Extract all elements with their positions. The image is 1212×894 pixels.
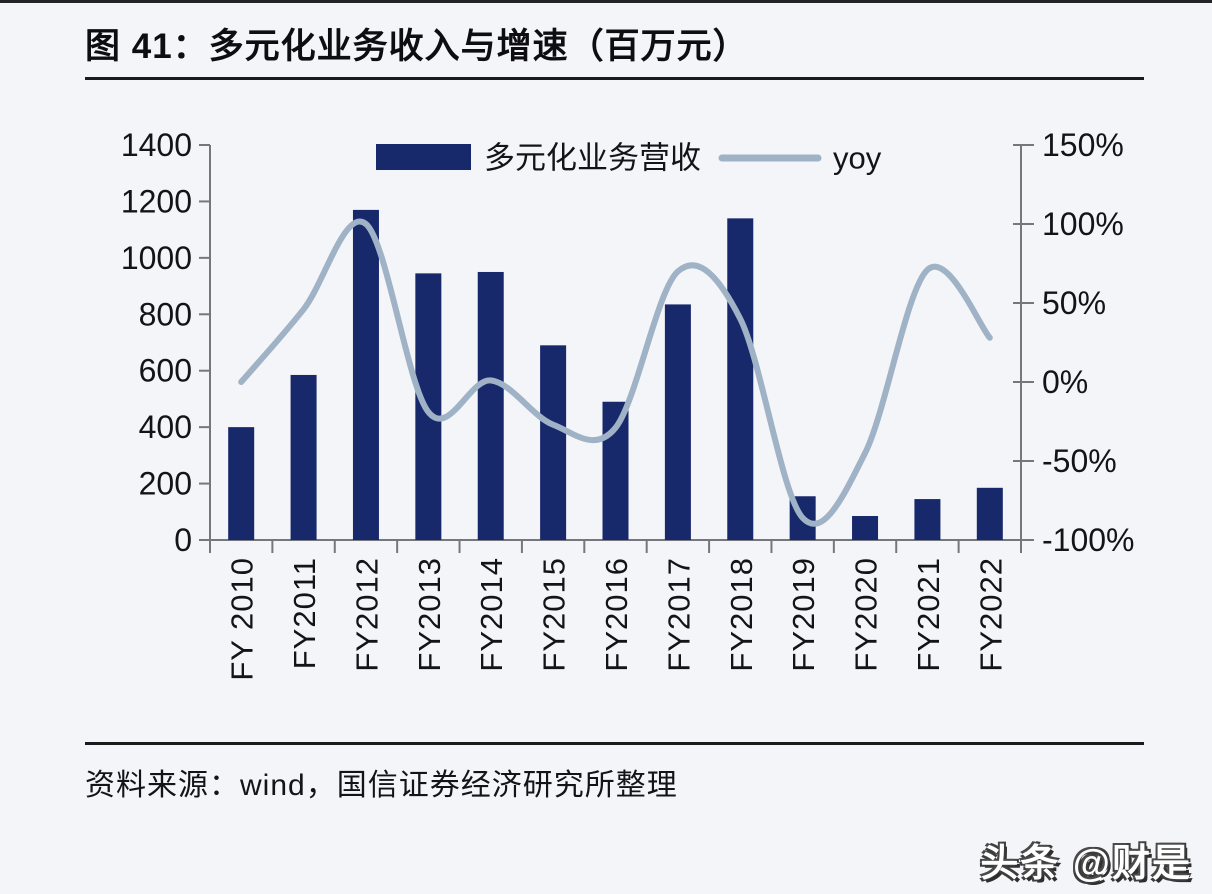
bar-FY2015 — [540, 345, 567, 540]
bar-FY2018 — [727, 218, 754, 540]
right-axis: -100% -50% 0% 50% 100% 150% — [1013, 127, 1135, 558]
x-axis-label: FY2018 — [724, 557, 759, 672]
footer-rule — [85, 742, 1144, 745]
x-axis-label: FY2015 — [537, 557, 572, 672]
watermark: 头条 @财是 — [980, 843, 1192, 885]
x-axis-label: FY2017 — [661, 557, 696, 672]
right-axis-tick-label: -50% — [1042, 443, 1117, 479]
bar-FY2012 — [352, 209, 379, 540]
bar-FY2020 — [852, 516, 879, 540]
x-axis-label: FY2013 — [412, 557, 447, 672]
left-axis-tick-label: 1200 — [121, 183, 192, 219]
left-axis-tick-label: 1400 — [121, 127, 192, 163]
x-axis-label: FY 2010 — [225, 557, 260, 681]
bar-FY2021 — [914, 499, 941, 540]
figure-title: 图 41：多元化业务收入与增速（百万元） — [85, 27, 749, 66]
x-axis-label: FY2021 — [911, 557, 946, 672]
legend: 多元化业务营收 yoy — [376, 141, 882, 176]
x-axis-label: FY2022 — [973, 557, 1008, 672]
x-axis-label: FY2011 — [287, 557, 322, 669]
source-note: 资料来源：wind，国信证券经济研究所整理 — [85, 769, 678, 802]
right-axis-tick-label: 50% — [1042, 285, 1106, 321]
bar-FY2016 — [602, 401, 629, 540]
x-axis-label: FY2019 — [786, 557, 821, 672]
left-axis-tick-label: 0 — [174, 522, 192, 558]
bar-FY2022 — [976, 487, 1003, 540]
left-axis-tick-label: 200 — [139, 466, 192, 502]
left-axis-tick-label: 600 — [139, 353, 192, 389]
legend-bar-swatch — [376, 144, 471, 170]
x-axis-label: FY2020 — [849, 557, 884, 672]
bars-group — [228, 209, 1003, 540]
legend-bar-label: 多元化业务营收 — [484, 141, 701, 176]
title-rule — [85, 77, 1144, 80]
x-axis-label: FY2016 — [599, 557, 634, 672]
x-axis-label: FY2014 — [474, 557, 509, 672]
bar-FY2011 — [290, 374, 317, 540]
legend-line-label: yoy — [833, 141, 882, 176]
left-axis: 0 200 400 600 800 1000 1200 1400 — [121, 127, 210, 558]
right-axis-tick-label: -100% — [1042, 522, 1135, 558]
x-axis: FY 2010 FY2011 FY2012 FY2013 FY2014 FY2015 FY2… — [209, 540, 1022, 681]
left-axis-tick-label: 400 — [139, 409, 192, 445]
right-axis-tick-label: 100% — [1042, 206, 1124, 242]
top-border — [0, 0, 1212, 3]
bar-FY2010 — [228, 427, 255, 540]
bar-FY2017 — [664, 304, 691, 540]
x-axis-label: FY2012 — [349, 557, 384, 672]
left-axis-tick-label: 800 — [139, 296, 192, 332]
yoy-line — [238, 218, 993, 527]
revenue-yoy-combo-chart: 0 200 400 600 800 1000 1200 1400 -100% -50% 0% 50% 1… — [121, 127, 1135, 681]
right-axis-tick-label: 150% — [1042, 127, 1124, 163]
left-axis-tick-label: 1000 — [121, 240, 192, 276]
right-axis-tick-label: 0% — [1042, 364, 1088, 400]
bar-FY2014 — [477, 271, 504, 540]
